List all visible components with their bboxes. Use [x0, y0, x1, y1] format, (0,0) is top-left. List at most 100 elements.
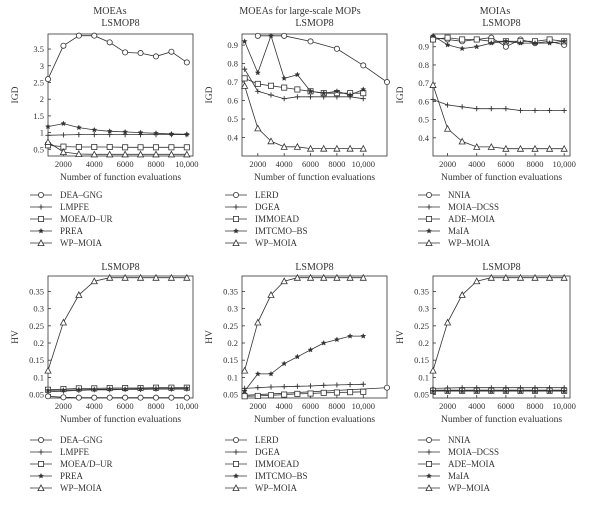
legend-label: DGEA — [255, 447, 280, 457]
data-point — [307, 94, 314, 100]
x-axis-label: Number of function evaluations — [441, 172, 562, 183]
legend-marker — [425, 191, 432, 198]
x-tick-label: 4000 — [86, 159, 103, 169]
data-point — [294, 86, 301, 93]
data-point — [459, 36, 466, 43]
legend-entry: MaIA — [418, 471, 470, 481]
x-tick-label: 6000 — [302, 401, 319, 411]
data-point — [137, 129, 144, 136]
legend-marker — [38, 460, 45, 467]
legend-marker — [38, 472, 44, 479]
series-3 — [241, 75, 367, 97]
y-tick-label: 2 — [40, 94, 44, 104]
x-axis-label: Number of function evaluations — [60, 172, 181, 183]
legend-entry: WP–MOIA — [225, 238, 297, 248]
y-tick-label: 0.3 — [227, 304, 238, 314]
legend-marker — [233, 472, 239, 479]
y-tick-label: 0.2 — [418, 338, 429, 348]
data-point — [443, 318, 452, 326]
data-point — [136, 150, 145, 158]
legend-entry: MOEA/D–UR — [30, 459, 113, 469]
y-axis-label: IGD — [396, 86, 406, 103]
data-point — [360, 62, 367, 69]
legend-label: LERD — [255, 190, 279, 200]
data-point — [561, 107, 567, 114]
data-point — [320, 144, 328, 152]
data-point — [60, 132, 67, 138]
data-point — [153, 385, 159, 392]
data-point — [307, 383, 314, 389]
x-axis-label: Number of function evaluations — [60, 414, 181, 425]
series-line — [47, 388, 187, 393]
legend-label: LERD — [255, 435, 279, 445]
data-point — [488, 106, 494, 112]
data-point — [333, 45, 340, 52]
data-point — [76, 132, 82, 138]
chart-panel-3: LSMOP8 0.4 0.5 0.6 0.7 0.8 0.9 2000 4000 6000 8000… — [396, 18, 576, 248]
data-point — [122, 394, 129, 401]
legend-entry: ADE–MOIA — [418, 459, 495, 469]
legend-marker — [232, 191, 239, 198]
series-3 — [45, 142, 190, 151]
data-point — [137, 50, 144, 57]
data-point — [294, 390, 301, 397]
data-point — [44, 138, 52, 145]
y-tick-label: 3.5 — [33, 44, 44, 54]
legend-marker — [233, 227, 239, 234]
legend-marker — [232, 460, 239, 467]
data-point — [459, 104, 465, 110]
data-point — [91, 386, 98, 392]
y-tick-label: 0.9 — [418, 42, 429, 52]
series-4 — [430, 32, 568, 52]
data-point — [360, 86, 367, 92]
legend-label: LMPFE — [60, 202, 90, 212]
data-point — [307, 346, 314, 353]
data-point — [107, 132, 113, 138]
x-tick-label: 2000 — [439, 401, 456, 411]
data-point — [267, 82, 274, 89]
data-point — [281, 96, 287, 102]
data-point — [383, 79, 390, 86]
data-point — [294, 383, 300, 389]
legend-entry: PREA — [30, 226, 84, 236]
chart-title: LSMOP8 — [101, 262, 139, 273]
chart-panel-6: LSMOP8 0.05 0.1 0.15 0.2 0.25 0.3 0.35 2000 4000 6… — [396, 262, 576, 493]
data-point — [320, 339, 327, 346]
data-point — [473, 277, 481, 285]
data-point — [240, 366, 249, 374]
data-point — [183, 394, 190, 401]
chart-title: LSMOP8 — [482, 18, 520, 29]
data-point — [333, 273, 341, 281]
legend-label: IMTCMO–BS — [255, 471, 308, 481]
data-point — [458, 291, 466, 298]
legend-entry: IMTCMO–BS — [225, 471, 308, 481]
series-line — [432, 277, 565, 371]
legend-marker — [38, 215, 45, 222]
data-point — [546, 39, 553, 46]
y-tick-label: 0.5 — [33, 144, 44, 154]
data-point — [91, 126, 98, 133]
data-point — [360, 381, 366, 387]
series-line — [47, 35, 188, 80]
y-tick-label: 3 — [40, 61, 44, 71]
data-point — [268, 384, 274, 390]
legend-marker — [232, 484, 240, 492]
data-point — [320, 273, 328, 281]
legend-entry: IMMOEAD — [225, 214, 299, 224]
data-point — [359, 144, 367, 152]
data-point — [254, 392, 261, 399]
data-point — [90, 150, 98, 158]
legend-entry: PREA — [30, 471, 84, 481]
y-tick-label: 0.9 — [227, 40, 238, 50]
series-line — [244, 335, 364, 392]
legend-marker — [233, 204, 239, 210]
x-tick-label: 4000 — [468, 401, 485, 411]
y-tick-label: 0.15 — [29, 355, 44, 365]
series-4 — [45, 120, 190, 137]
legend-marker — [232, 239, 240, 247]
legend-entry: MOIA–DCSS — [418, 202, 499, 212]
series-5 — [240, 273, 367, 374]
legend-entry: ADE–MOIA — [418, 214, 495, 224]
data-point — [122, 144, 129, 151]
data-point — [75, 150, 83, 157]
